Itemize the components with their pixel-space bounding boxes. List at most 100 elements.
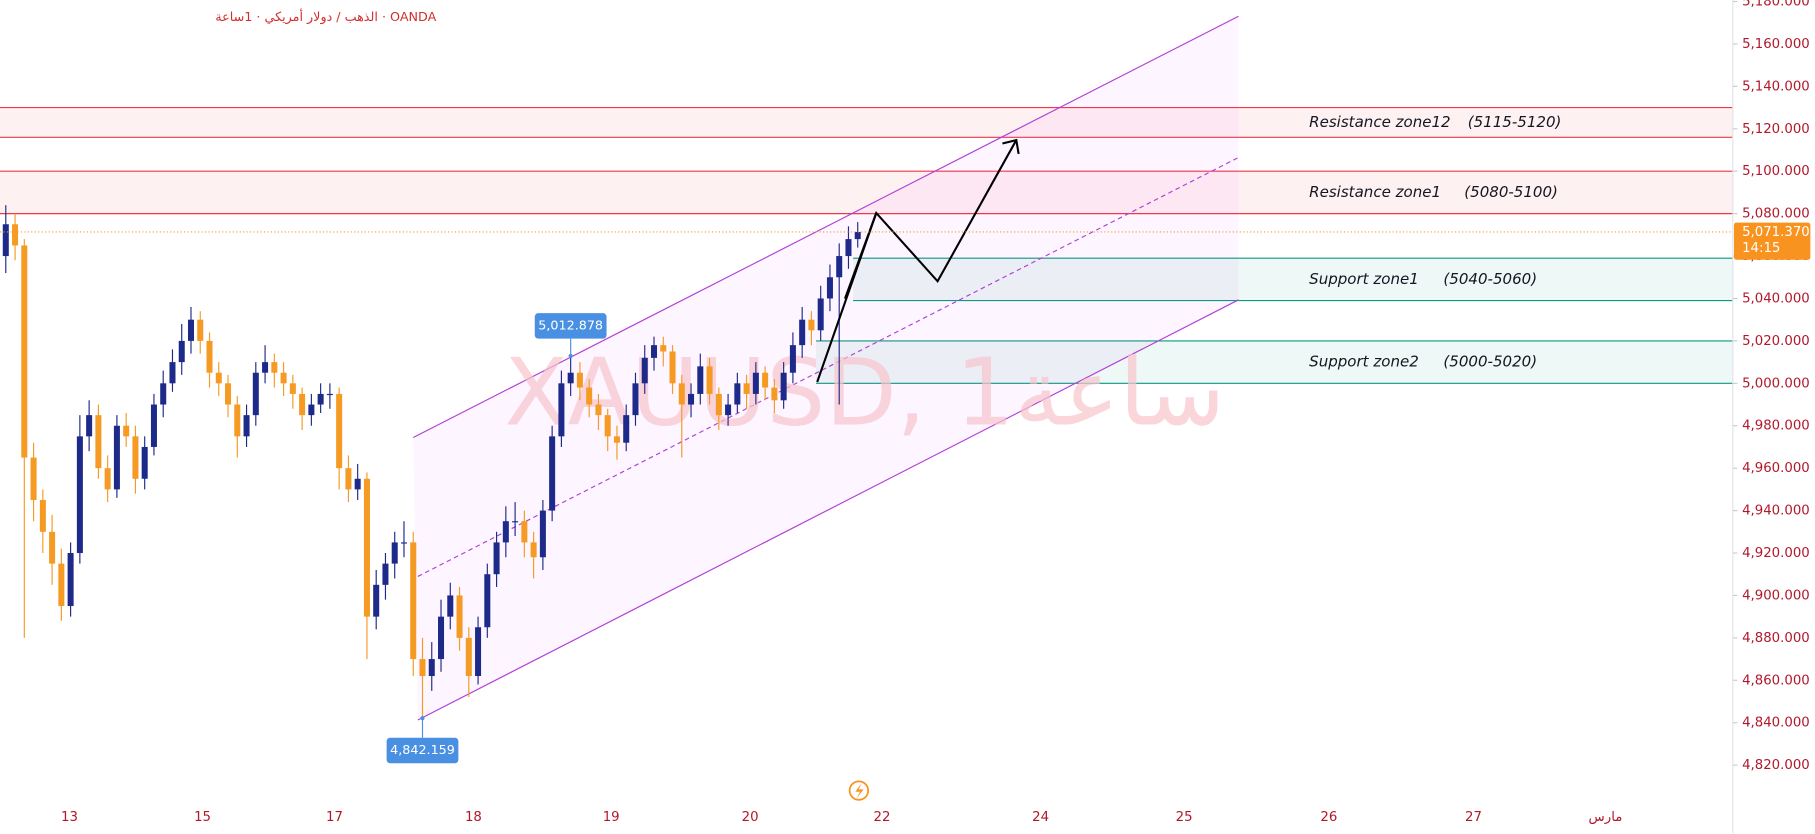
- callout-box: [386, 737, 459, 764]
- candle-body: [160, 383, 167, 405]
- candle-body: [49, 531, 56, 564]
- zone-range: (5115-5120): [1468, 113, 1562, 131]
- callout-label: 5,012.878: [538, 318, 603, 333]
- callout-dot: [568, 353, 573, 359]
- candle-body: [567, 372, 574, 384]
- y-tick-label: 5,080.000: [1742, 207, 1810, 222]
- candle-body: [688, 393, 695, 405]
- x-tick-label: 13: [61, 810, 78, 825]
- x-tick-label: 18: [465, 810, 482, 825]
- candle-body: [150, 404, 157, 447]
- candle-body: [650, 345, 658, 358]
- candle-body: [345, 468, 352, 490]
- x-tick-label: 15: [194, 810, 211, 825]
- candle-body: [308, 404, 315, 416]
- y-tick-label: 4,860.000: [1742, 673, 1810, 688]
- candle-body: [2, 224, 9, 257]
- y-tick-label: 4,940.000: [1742, 504, 1810, 519]
- candle-body: [21, 245, 28, 458]
- candle-body: [715, 393, 722, 416]
- candle-body: [854, 231, 861, 240]
- candle-body: [178, 340, 185, 363]
- y-tick-label: 5,160.000: [1742, 37, 1810, 52]
- candle-body: [845, 239, 852, 257]
- candle-body: [67, 553, 74, 607]
- candle-body: [780, 372, 787, 401]
- candle-body: [410, 542, 417, 660]
- candle-body: [799, 319, 806, 346]
- candle-body: [234, 404, 241, 437]
- candle-body: [113, 425, 120, 490]
- callout-dot: [420, 716, 425, 721]
- arrow-head: [1002, 138, 1020, 155]
- y-tick-label: 5,180.000: [1742, 0, 1810, 10]
- candle-body: [58, 563, 65, 607]
- candle-body: [697, 366, 704, 394]
- candle-body: [576, 372, 583, 388]
- candle-body: [734, 383, 741, 405]
- candle-body: [475, 627, 482, 677]
- candle-body: [595, 404, 602, 416]
- candle-body: [271, 362, 278, 373]
- projection-path: [816, 139, 1018, 383]
- zone-range: (5080-5100): [1464, 183, 1558, 201]
- zone-box: [853, 258, 1733, 301]
- x-tick-label: 20: [742, 810, 759, 825]
- zone-box: [0, 107, 1733, 138]
- candle-body: [447, 595, 454, 617]
- candle-body: [530, 542, 537, 558]
- candle-body: [836, 256, 843, 278]
- candle-body: [826, 277, 833, 299]
- candle-body: [39, 499, 46, 532]
- candle-body: [95, 415, 102, 469]
- channel-upper: [412, 15, 1239, 439]
- x-tick-label: 26: [1320, 810, 1337, 825]
- candle-body: [660, 345, 667, 352]
- event-bolt: [855, 783, 864, 799]
- candle-body: [465, 637, 472, 677]
- header: OANDA · الذهب / دولار أمريكي · 1ساعة: [215, 8, 436, 25]
- countdown: 14:15: [1742, 241, 1780, 256]
- candle-body: [187, 319, 195, 341]
- candle-body: [669, 351, 676, 384]
- y-tick-label: 5,040.000: [1742, 291, 1810, 306]
- event-icon: [848, 780, 870, 801]
- candle-body: [623, 415, 630, 443]
- candle-body: [262, 362, 269, 373]
- candle-body: [391, 542, 398, 564]
- callout-box: [534, 313, 607, 339]
- callout-label: 4,842.159: [390, 743, 455, 758]
- x-tick-label: 25: [1176, 810, 1193, 825]
- zone-range: (5000-5020): [1443, 353, 1537, 371]
- candle-body: [484, 574, 491, 628]
- y-tick-label: 4,820.000: [1742, 758, 1810, 773]
- candle-body: [252, 372, 259, 416]
- candle-body: [641, 357, 648, 384]
- candle-body: [808, 319, 815, 331]
- candle-body: [317, 393, 324, 405]
- last-price-box: [1733, 222, 1811, 260]
- y-tick-label: 5,000.000: [1742, 376, 1810, 391]
- candle-body: [613, 436, 620, 443]
- candle-body: [493, 542, 500, 575]
- y-tick-label: 5,120.000: [1742, 122, 1810, 137]
- candle-body: [326, 393, 333, 396]
- candle-body: [512, 521, 519, 523]
- candle-body: [169, 362, 176, 384]
- zone-box: [816, 340, 1733, 384]
- candle-body: [725, 404, 732, 416]
- candle-body: [549, 436, 556, 511]
- candle-body: [521, 521, 528, 543]
- candle-body: [789, 345, 796, 373]
- y-tick-label: 4,900.000: [1742, 588, 1810, 603]
- y-tick-label: 5,020.000: [1742, 334, 1810, 349]
- y-tick-label: 4,960.000: [1742, 461, 1810, 476]
- y-tick-label: 5,140.000: [1742, 79, 1810, 94]
- zone-label: Support zone2: [1309, 353, 1419, 371]
- zone-label: Resistance zone1: [1309, 183, 1441, 201]
- candle-body: [706, 366, 713, 394]
- candle-body: [771, 387, 778, 401]
- candle-body: [132, 436, 139, 479]
- y-tick-label: 4,840.000: [1742, 716, 1810, 731]
